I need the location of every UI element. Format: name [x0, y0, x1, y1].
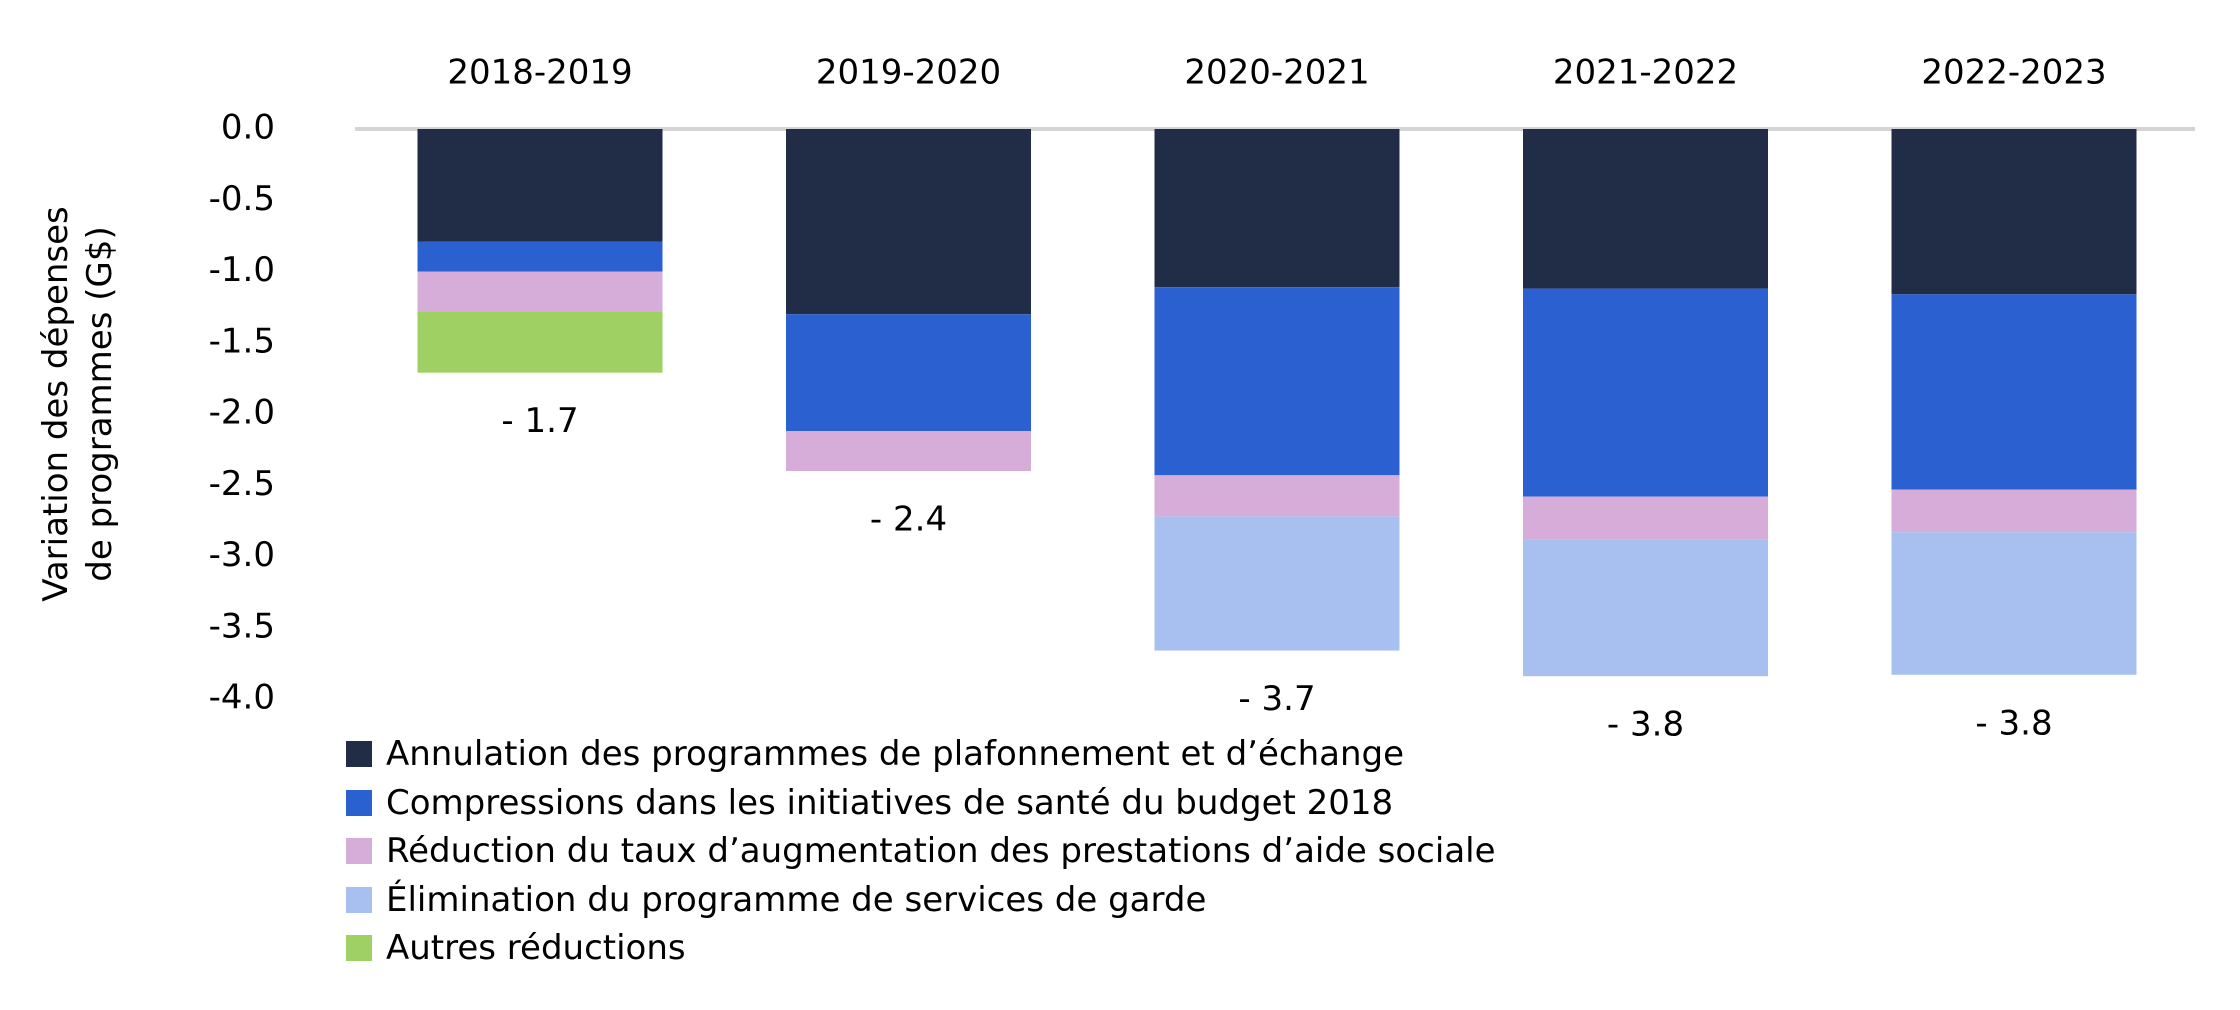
y-tick-label: -2.5: [209, 464, 275, 504]
category-label: 2018-2019: [447, 53, 632, 93]
legend-label: Réduction du taux d’augmentation des pre…: [386, 831, 1496, 872]
legend-item-social-assistance[interactable]: Réduction du taux d’augmentation des pre…: [346, 827, 1496, 876]
category-label: 2020-2021: [1184, 53, 1369, 93]
category-label: 2021-2022: [1553, 53, 1738, 93]
total-label: - 3.8: [1975, 703, 2052, 743]
total-label: - 2.4: [870, 500, 947, 540]
legend-swatch: [346, 838, 372, 865]
bar-segment-3: [1523, 496, 1768, 540]
y-tick-label: -2.0: [209, 393, 275, 433]
bar-segment-3: [1891, 489, 2137, 533]
legend-item-child-care[interactable]: Élimination du programme de services de …: [346, 876, 1496, 925]
legend-swatch: [346, 741, 372, 768]
legend: Annulation des programmes de plafonnemen…: [346, 730, 1496, 973]
bar-segment-4: [1891, 532, 2137, 675]
bar-segment-1: [1891, 129, 2137, 295]
bar-segment-4: [1154, 516, 1400, 651]
legend-swatch: [346, 789, 372, 816]
total-label: - 3.7: [1238, 679, 1315, 719]
y-axis-title: Variation des dépenses de programmes (G$…: [34, 144, 134, 664]
bar-segment-2: [786, 314, 1031, 432]
bar-segment-3: [417, 271, 663, 312]
bar-segment-5: [417, 311, 663, 373]
y-tick-label: -3.5: [209, 606, 275, 646]
total-label: - 3.8: [1607, 705, 1684, 745]
bar-segment-1: [417, 129, 663, 242]
y-axis-title-line-1: Variation des dépenses: [36, 206, 76, 602]
total-label: - 1.7: [501, 401, 578, 441]
y-tick-label: -1.0: [209, 250, 275, 290]
legend-item-other[interactable]: Autres réductions: [346, 924, 1496, 973]
legend-swatch: [346, 886, 372, 913]
category-label: 2022-2023: [1921, 53, 2106, 93]
legend-label: Compressions dans les initiatives de san…: [386, 782, 1394, 823]
y-tick-label: -1.5: [209, 321, 275, 361]
y-tick-label: -0.5: [209, 179, 275, 219]
category-label: 2019-2020: [816, 53, 1001, 93]
bar-segment-1: [1154, 129, 1400, 288]
bar-segment-1: [1523, 129, 1768, 289]
bar-segment-2: [1154, 287, 1400, 476]
y-tick-label: 0.0: [221, 108, 275, 148]
legend-swatch: [346, 935, 372, 962]
legend-label: Élimination du programme de services de …: [386, 879, 1207, 920]
legend-label: Annulation des programmes de plafonnemen…: [386, 734, 1405, 775]
legend-item-health-cuts[interactable]: Compressions dans les initiatives de san…: [346, 779, 1496, 828]
bar-segment-2: [417, 241, 663, 272]
y-tick-label: -3.0: [209, 535, 275, 575]
bar-segment-1: [786, 129, 1031, 315]
bar-segment-2: [1891, 294, 2137, 490]
y-axis-title-line-2: de programmes (G$): [80, 226, 120, 582]
legend-label: Autres réductions: [386, 928, 686, 969]
bar-segment-4: [1523, 539, 1768, 677]
legend-item-cap-and-trade[interactable]: Annulation des programmes de plafonnemen…: [346, 730, 1496, 779]
y-tick-label: -4.0: [209, 678, 275, 718]
bar-segment-3: [786, 431, 1031, 471]
bar-segment-3: [1154, 475, 1400, 517]
bar-segment-2: [1523, 288, 1768, 497]
